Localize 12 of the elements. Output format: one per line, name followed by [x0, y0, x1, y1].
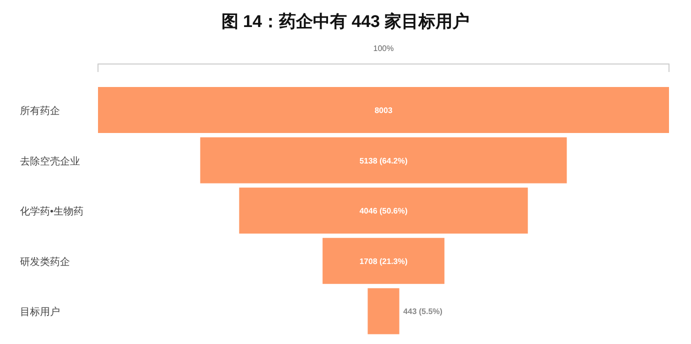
text: 图 14：药企中有 443 家目标用户 — [221, 12, 470, 31]
data-label: 5138 (64.2%) — [359, 156, 408, 166]
category-label: 去除空壳企业 — [20, 155, 80, 168]
text: 100% — [373, 44, 394, 53]
data-label: 1708 (21.3%) — [359, 256, 408, 266]
data-label: 443 (5.5%) — [403, 307, 443, 316]
category-label: 研发类药企 — [20, 256, 70, 268]
category-label: 化学药•生物药 — [20, 206, 84, 218]
data-label: 8003 — [374, 106, 393, 115]
category-label: 目标用户 — [20, 306, 60, 318]
category-label: 所有药企 — [20, 105, 60, 117]
data-label: 4046 (50.6%) — [359, 206, 408, 216]
